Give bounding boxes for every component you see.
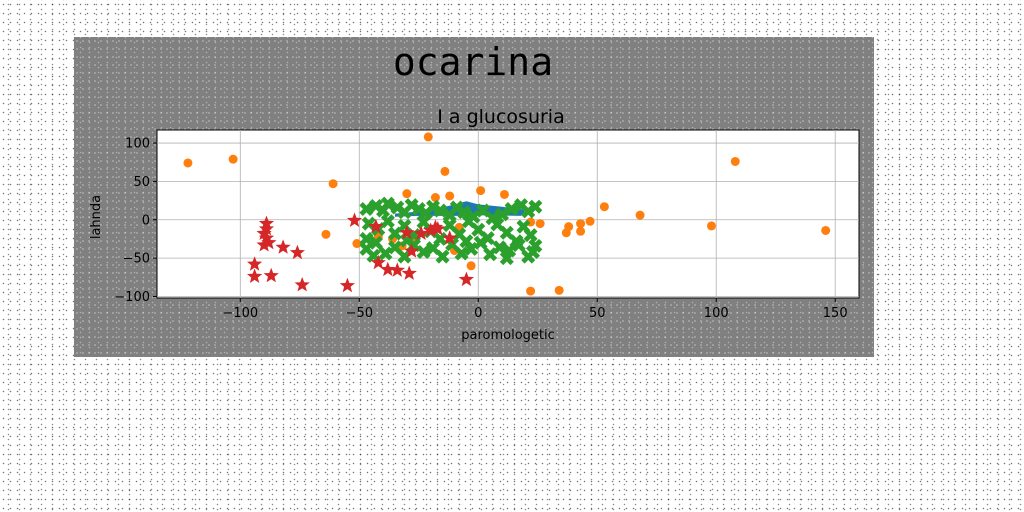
- data-point: [492, 240, 507, 255]
- data-point: [445, 191, 455, 201]
- data-point: [471, 222, 486, 237]
- y-tick-label: 100: [125, 137, 150, 152]
- data-point: [499, 225, 514, 240]
- data-point: [576, 219, 586, 229]
- data-point: [413, 225, 429, 240]
- data-point: [528, 199, 543, 214]
- data-point: [706, 221, 716, 231]
- data-point: [389, 262, 405, 277]
- chart-title: ocarina: [393, 40, 553, 84]
- data-point: [476, 186, 486, 196]
- series-circle: [183, 132, 831, 296]
- data-point: [263, 267, 279, 283]
- data-point: [380, 261, 396, 277]
- data-point: [183, 158, 193, 168]
- chart-subtitle: I a glucosuria: [437, 106, 564, 128]
- data-point: [380, 196, 395, 211]
- x-tick-label: 100: [704, 306, 729, 321]
- data-point: [576, 226, 586, 236]
- data-point: [535, 219, 545, 229]
- data-series: [183, 132, 831, 296]
- data-point: [256, 225, 272, 240]
- data-point: [321, 229, 331, 239]
- data-point: [585, 216, 595, 226]
- data-point: [289, 244, 305, 260]
- y-tick-label: 50: [133, 175, 150, 190]
- data-point: [423, 132, 433, 142]
- data-point: [416, 244, 431, 259]
- data-point: [247, 256, 263, 271]
- data-point: [402, 189, 412, 199]
- axis-ticks: −100 −50 0 50 100 150 −100 −50 0 50 100: [114, 137, 847, 321]
- data-point: [387, 240, 402, 255]
- data-point: [564, 222, 574, 232]
- data-point: [258, 221, 275, 236]
- data-point: [442, 218, 457, 233]
- data-point: [454, 246, 469, 261]
- data-point: [525, 244, 540, 259]
- data-point: [430, 193, 440, 203]
- scatter-chart: ocarina I a glucosuria −100 −50 0 50 100 150−…: [89, 40, 860, 343]
- data-point: [511, 238, 526, 253]
- data-point: [495, 207, 510, 222]
- x-tick-label: 0: [474, 306, 482, 321]
- data-point: [328, 179, 338, 189]
- data-point: [466, 261, 476, 271]
- y-axis-label: lahnda: [89, 195, 104, 239]
- y-tick-label: 0: [142, 213, 150, 228]
- x-tick-label: −50: [346, 306, 373, 321]
- x-tick-label: 50: [589, 306, 606, 321]
- series-star: [247, 212, 474, 293]
- data-point: [459, 234, 474, 249]
- x-tick-label: −100: [222, 306, 258, 321]
- data-point: [247, 268, 263, 283]
- y-tick-label: −100: [114, 290, 150, 305]
- data-point: [504, 202, 519, 217]
- data-point: [473, 235, 488, 250]
- data-point: [426, 241, 441, 256]
- data-point: [433, 203, 448, 218]
- data-point: [730, 156, 740, 166]
- data-point: [294, 277, 310, 292]
- data-point: [368, 235, 383, 250]
- data-point: [368, 218, 384, 234]
- data-point: [490, 217, 505, 232]
- data-point: [275, 239, 291, 254]
- data-point: [442, 230, 458, 245]
- data-point: [499, 189, 509, 199]
- data-point: [352, 239, 362, 249]
- data-point: [461, 214, 476, 229]
- data-point: [526, 286, 536, 296]
- data-point: [599, 202, 609, 212]
- data-point: [228, 154, 238, 164]
- data-point: [523, 228, 538, 243]
- data-point: [359, 202, 374, 217]
- data-point: [435, 249, 450, 264]
- data-point: [499, 251, 514, 266]
- x-axis-label: paromologetic: [461, 328, 555, 343]
- chart-figure: ocarina I a glucosuria −100 −50 0 50 100 150−…: [74, 37, 874, 357]
- data-point: [404, 243, 420, 258]
- data-point: [456, 205, 471, 220]
- data-point: [458, 271, 474, 287]
- y-tick-label: −50: [123, 252, 150, 267]
- data-point: [397, 249, 412, 264]
- data-point: [423, 222, 439, 237]
- data-point: [554, 285, 564, 295]
- data-point: [399, 224, 415, 240]
- data-point: [380, 214, 395, 229]
- data-point: [821, 225, 831, 235]
- data-point: [359, 231, 374, 246]
- data-point: [256, 237, 272, 252]
- x-tick-label: 150: [823, 306, 848, 321]
- data-point: [346, 212, 363, 227]
- data-point: [370, 254, 386, 270]
- data-point: [440, 166, 450, 176]
- data-point: [339, 277, 355, 293]
- data-point: [401, 265, 417, 280]
- data-point: [635, 210, 645, 220]
- data-point: [261, 234, 277, 250]
- data-point: [258, 230, 275, 245]
- grid-lines: [157, 130, 859, 298]
